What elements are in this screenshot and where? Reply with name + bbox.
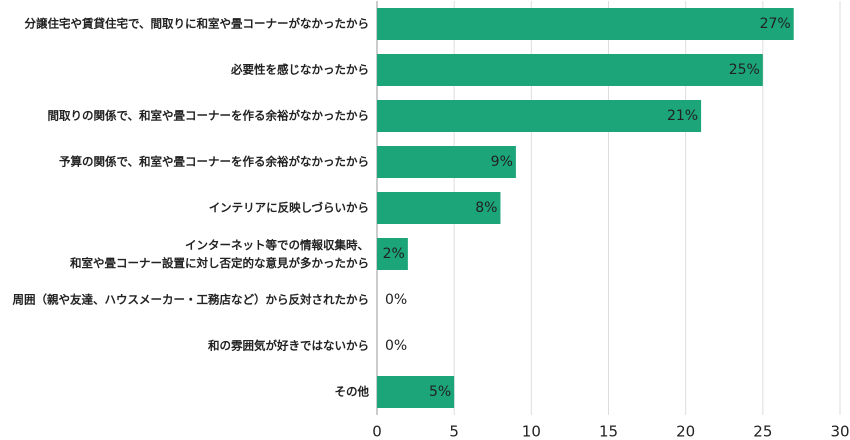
category-label: 和の雰囲気が好きではないから (208, 339, 369, 353)
value-label: 0% (385, 338, 407, 354)
x-tick-label: 30 (830, 423, 849, 440)
value-label: 21% (667, 108, 698, 124)
category-label: 必要性を感じなかったから (230, 63, 369, 77)
category-label: 予算の関係で、和室や畳コーナーを作る余裕がなかったから (59, 155, 369, 169)
category-label: インテリアに反映しづらいから (209, 201, 369, 215)
bar (377, 376, 455, 408)
value-label: 9% (491, 154, 513, 170)
value-label: 27% (760, 16, 791, 32)
value-label: 0% (385, 292, 407, 308)
category-label: 周囲（親や友達、ハウスメーカー・工務店など）から反対されたから (13, 293, 370, 307)
value-label: 8% (475, 200, 497, 216)
value-label: 2% (383, 246, 405, 262)
category-label: 分譲住宅や賃貸住宅で、間取りに和室や畳コーナーがなかったから (24, 17, 369, 31)
x-tick-label: 15 (599, 423, 618, 440)
x-tick-label: 25 (753, 423, 772, 440)
bar (377, 146, 516, 178)
x-tick-label: 10 (522, 423, 541, 440)
bar (377, 238, 408, 270)
bar (377, 8, 794, 40)
bar (377, 192, 501, 224)
x-tick-label: 20 (676, 423, 695, 440)
category-label: 間取りの関係で、和室や畳コーナーを作る余裕がなかったから (47, 109, 369, 123)
bar (377, 54, 763, 86)
value-label: 5% (429, 384, 451, 400)
x-tick-label: 5 (449, 423, 459, 440)
x-tick-label: 0 (372, 423, 382, 440)
bar (377, 100, 702, 132)
value-label: 25% (729, 62, 760, 78)
category-label: その他 (335, 385, 370, 399)
category-label: インターネット等での情報収集時、和室や畳コーナー設置に対し否定的な意見が多かった… (70, 238, 369, 270)
